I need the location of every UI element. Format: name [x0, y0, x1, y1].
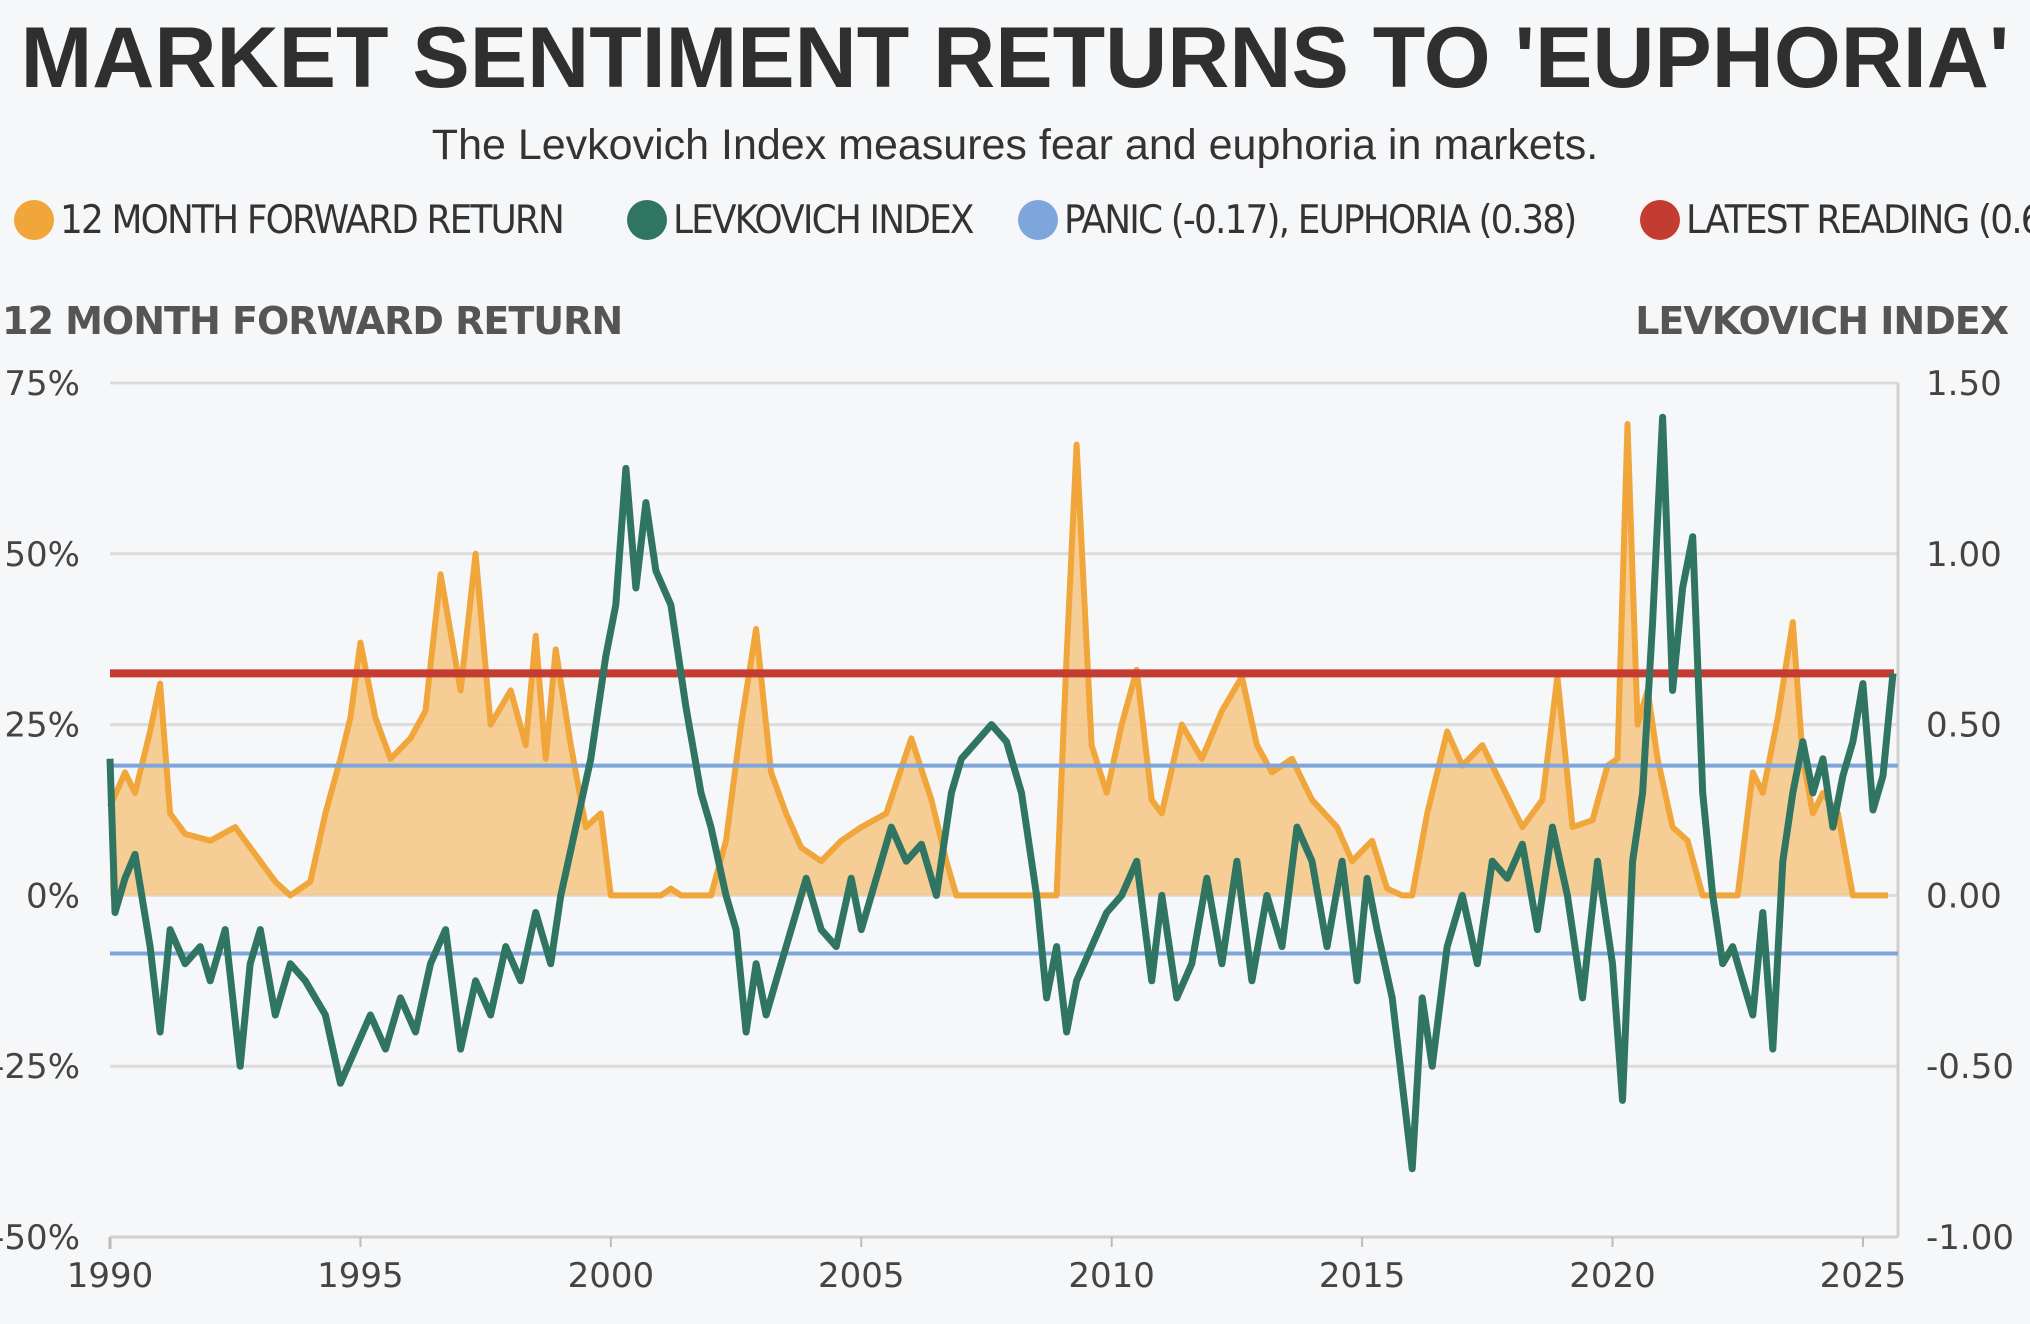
legend-item-forward-return: 12 MONTH FORWARD RETURN [14, 198, 607, 243]
levkovich-index-line [106, 413, 1897, 1173]
legend-label: 12 MONTH FORWARD RETURN [60, 197, 565, 243]
y-left-tick-label: -50% [0, 1218, 80, 1258]
legend-item-thresholds: PANIC (-0.17), EUPHORIA (0.38) [1018, 198, 1620, 243]
y-right-tick-label: 0.00 [1926, 876, 2002, 916]
chart-subtitle: The Levkovich Index measures fear and eu… [431, 121, 1599, 169]
legend-swatch-latest [1640, 200, 1681, 240]
legend-label: LATEST READING (0.65) [1686, 197, 2030, 243]
y-right-tick-label: 0.50 [1926, 706, 2002, 746]
x-tick-label: 2010 [1068, 1256, 1155, 1296]
x-tick-label: 2015 [1319, 1256, 1406, 1296]
x-tick-label: 1995 [317, 1256, 404, 1296]
x-tick-label: 2020 [1569, 1256, 1656, 1296]
chart-title: MARKET SENTIMENT RETURNS TO 'EUPHORIA' [20, 10, 2010, 106]
y-right-tick-label: 1.00 [1926, 535, 2002, 575]
y-right-tick-label: -0.50 [1926, 1047, 2014, 1087]
y-left-tick-label: 75% [4, 364, 80, 404]
x-tick-label: 2025 [1820, 1256, 1907, 1296]
legend-swatch-forward-return [14, 200, 54, 240]
y-left-tick-label: 50% [4, 535, 80, 575]
forward-return-layer [107, 421, 1888, 899]
forward-return-area [110, 424, 1888, 896]
legend-item-levkovich: LEVKOVICH INDEX [626, 197, 999, 243]
reference-lines-layer [110, 669, 1898, 956]
legend-swatch-thresholds [1018, 200, 1059, 240]
y-right-tick-label: 1.50 [1926, 364, 2002, 404]
x-tick-label: 2005 [818, 1256, 905, 1296]
ticks-layer: 75% 50% 25% 0% -25% -50% 1.50 1.00 0.50 0.00 -0.50… [0, 364, 2014, 1296]
x-tick-label: 1990 [67, 1256, 154, 1296]
x-tick-label: 2000 [568, 1256, 655, 1296]
legend-label: PANIC (-0.17), EUPHORIA (0.38) [1064, 197, 1577, 243]
legend: 12 MONTH FORWARD RETURN LEVKOVICH INDEX … [14, 192, 2030, 248]
y-right-tick-label: -1.00 [1926, 1218, 2014, 1258]
legend-label: LEVKOVICH INDEX [672, 197, 974, 243]
right-axis-title: LEVKOVICH INDEX [1635, 299, 2009, 343]
legend-item-latest: LATEST READING (0.65) [1640, 198, 2030, 243]
y-left-tick-label: 0% [26, 876, 80, 916]
levkovich-layer [106, 413, 1897, 1173]
legend-swatch-levkovich [626, 200, 667, 240]
left-axis-title: 12 MONTH FORWARD RETURN [2, 299, 623, 343]
y-left-tick-label: -25% [0, 1047, 80, 1087]
y-left-tick-label: 25% [4, 706, 80, 746]
